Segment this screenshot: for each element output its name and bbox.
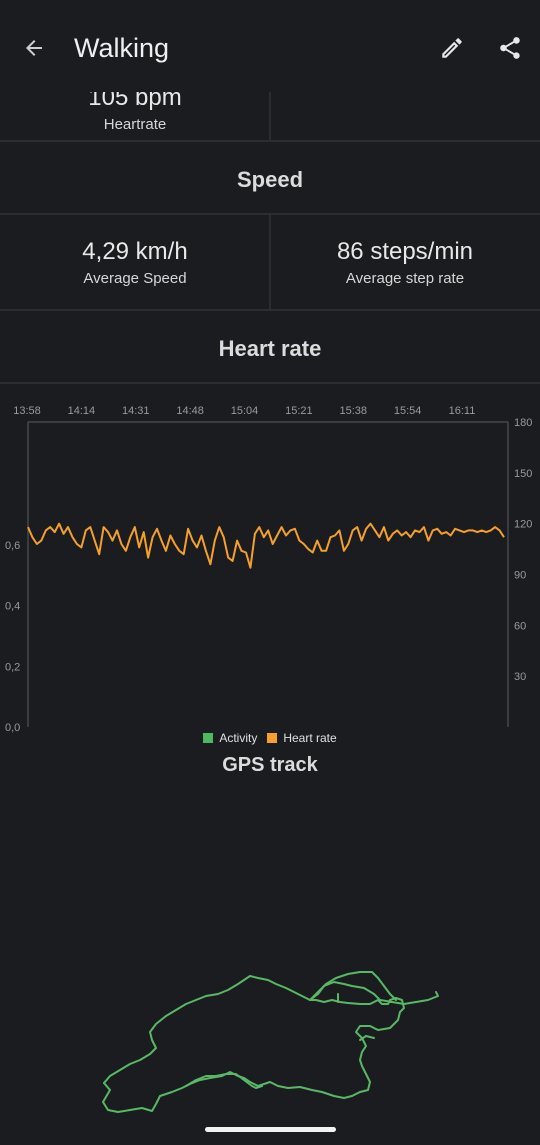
x-tick-label: 13:58 [13, 405, 41, 417]
x-tick-label: 15:04 [231, 405, 259, 417]
heartrate-label: Heartrate [103, 115, 167, 133]
column-divider [269, 215, 271, 309]
gps-track-map[interactable] [0, 790, 540, 1130]
step-rate-cell: 86 steps/min Average step rate [270, 215, 540, 309]
gps-section-title: GPS track [222, 754, 318, 776]
step-rate-value: 86 steps/min [336, 237, 474, 265]
x-tick-label: 16:11 [449, 405, 476, 417]
right-tick-label: 60 [514, 620, 526, 632]
gps-track-line [102, 971, 439, 1113]
arrow-back-icon [26, 40, 42, 56]
share-icon [500, 37, 520, 59]
x-tick-label: 15:21 [285, 405, 313, 417]
edit-button[interactable] [432, 28, 472, 68]
page-title: Walking [74, 33, 170, 63]
left-tick-label: 0,0 [5, 722, 20, 734]
heart-rate-swatch [267, 733, 278, 743]
activity-swatch [203, 733, 214, 743]
heart-rate-section-title: Heart rate [218, 336, 322, 361]
x-tick-label: 15:38 [339, 405, 367, 417]
step-rate-label: Average step rate [345, 269, 465, 287]
left-tick-label: 0,6 [5, 540, 20, 552]
heart-rate-chart[interactable]: 13:58 14:14 14:31 14:48 15:04 15:21 15:38 15:54… [0, 395, 540, 735]
right-tick-label: 30 [514, 671, 526, 683]
legend-label-heart-rate: Heart rate [283, 731, 337, 745]
legend-item-heart-rate: Heart rate [267, 731, 337, 745]
right-tick-label: 150 [514, 468, 532, 480]
divider [0, 309, 540, 311]
right-tick-label: 180 [514, 417, 532, 429]
right-tick-label: 90 [514, 570, 526, 582]
avg-speed-label: Average Speed [83, 269, 187, 287]
avg-speed-value: 4,29 km/h [82, 237, 188, 265]
left-tick-label: 0,4 [5, 601, 20, 613]
x-tick-label: 14:48 [176, 405, 204, 417]
legend-item-activity: Activity [203, 731, 257, 745]
heart-rate-series-line [27, 522, 505, 569]
app-bar: Walking [0, 0, 540, 92]
column-divider [269, 60, 271, 140]
x-tick-label: 14:31 [122, 405, 150, 417]
left-tick-label: 0,2 [5, 661, 20, 673]
speed-row: 4,29 km/h Average Speed 86 steps/min Ave… [0, 215, 540, 309]
chart-legend: Activity Heart rate [0, 731, 540, 745]
divider [0, 213, 540, 215]
back-button[interactable] [14, 28, 54, 68]
divider [0, 382, 540, 384]
speed-section-title: Speed [236, 167, 304, 192]
avg-speed-cell: 4,29 km/h Average Speed [0, 215, 270, 309]
share-button[interactable] [490, 28, 530, 68]
x-tick-label: 14:14 [68, 405, 96, 417]
legend-label-activity: Activity [219, 731, 258, 745]
home-indicator[interactable] [205, 1127, 336, 1132]
divider [0, 140, 540, 142]
right-tick-label: 120 [514, 519, 532, 531]
pencil-icon [442, 38, 462, 58]
x-tick-label: 15:54 [394, 405, 422, 417]
